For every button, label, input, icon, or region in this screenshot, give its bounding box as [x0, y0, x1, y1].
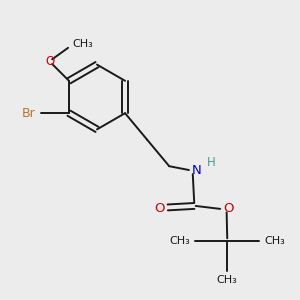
Text: O: O	[224, 202, 234, 215]
Text: N: N	[191, 164, 201, 177]
Text: CH₃: CH₃	[217, 275, 238, 285]
Text: H: H	[207, 156, 215, 169]
Text: O: O	[154, 202, 165, 215]
Text: CH₃: CH₃	[264, 236, 285, 246]
Text: O: O	[45, 55, 54, 68]
Text: Br: Br	[21, 107, 35, 120]
Text: CH₃: CH₃	[72, 39, 93, 49]
Text: CH₃: CH₃	[170, 236, 190, 246]
